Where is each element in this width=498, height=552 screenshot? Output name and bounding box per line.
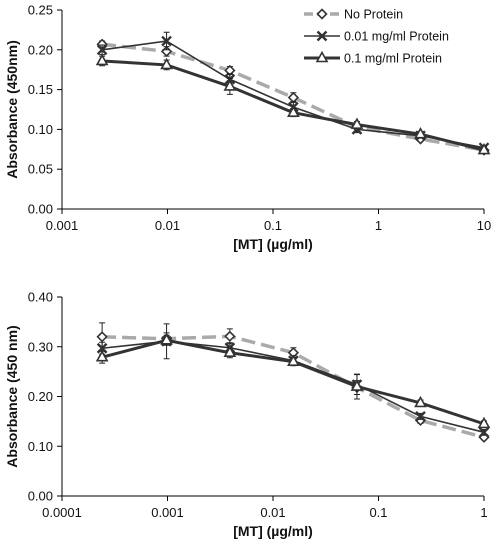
- y-tick-label: 0.10: [28, 122, 53, 137]
- triangle-marker: [350, 379, 364, 391]
- legend: No Protein 0.01 mg/ml Protein 0.1 mg/ml Pr…: [304, 8, 449, 66]
- y-tick-label: 0.00: [28, 489, 53, 504]
- series-2: [95, 53, 491, 155]
- triangle-marker: [223, 345, 237, 358]
- x-tick-label: 1: [480, 505, 487, 520]
- x-tick-label: 0.0001: [42, 505, 82, 520]
- x-tick-label: 0.1: [369, 505, 387, 520]
- y-tick-label: 0.10: [28, 439, 53, 454]
- triangle-marker: [477, 142, 491, 155]
- x-marker: [478, 426, 490, 438]
- triangle-marker: [350, 117, 364, 129]
- triangle-marker: [287, 105, 300, 117]
- y-tick-label: 0.30: [28, 339, 53, 354]
- y-tick-label: 0.15: [28, 82, 53, 97]
- x-axis-title: [MT] (µg/ml): [233, 236, 313, 252]
- x-tick-label: 10: [477, 218, 491, 233]
- x-tick-label: 0.1: [264, 218, 282, 233]
- triangle-marker: [477, 416, 491, 429]
- triangle-marker: [95, 53, 109, 66]
- x-marker: [161, 35, 172, 47]
- legend-entry: No Protein: [344, 8, 403, 22]
- x-marker: [415, 411, 426, 422]
- triangle-marker: [414, 395, 427, 408]
- y-tick-label: 0.20: [28, 42, 53, 57]
- x-axis-title: [MT] (µg/ml): [233, 523, 313, 539]
- x-tick-label: 0.001: [151, 505, 184, 520]
- y-tick-label: 0.05: [28, 162, 53, 177]
- triangle-marker: [160, 57, 173, 70]
- x-marker: [316, 30, 328, 42]
- legend-entry: 0.01 mg/ml Protein: [344, 30, 449, 44]
- triangle-marker: [223, 79, 237, 91]
- y-tick-label: 0.20: [28, 389, 53, 404]
- diamond-marker: [96, 331, 108, 343]
- y-axis-title: Absorbance (450 nm): [4, 325, 20, 467]
- series-2: [95, 333, 491, 429]
- x-tick-label: 0.001: [46, 218, 79, 233]
- y-axis-title: Absorbance (450nm): [4, 40, 20, 178]
- y-tick-label: 0.25: [28, 3, 53, 18]
- triangle-marker: [160, 333, 173, 345]
- triangle-marker: [414, 127, 427, 139]
- x-tick-label: 1: [375, 218, 382, 233]
- x-tick-label: 0.01: [260, 505, 285, 520]
- diamond-marker: [316, 8, 328, 20]
- y-tick-label: 0.40: [28, 290, 53, 305]
- top-chart: 0.00 0.05 0.10 0.15 0.20 0.25 0.001 0.01 0.1 1 10 […: [4, 3, 491, 253]
- x-marker: [96, 44, 108, 56]
- triangle-marker: [315, 50, 329, 63]
- x-tick-label: 0.01: [155, 218, 180, 233]
- diamond-marker: [224, 330, 236, 342]
- bottom-chart: 0.00 0.10 0.20 0.30 0.40 0.0001 0.001 0.01 0.1 1 […: [4, 290, 491, 539]
- triangle-marker: [95, 350, 109, 362]
- series-1: [96, 323, 490, 438]
- series-0: [96, 322, 490, 443]
- triangle-marker: [287, 354, 300, 366]
- legend-entry: 0.1 mg/ml Protein: [344, 52, 442, 66]
- y-tick-label: 0.00: [28, 202, 53, 217]
